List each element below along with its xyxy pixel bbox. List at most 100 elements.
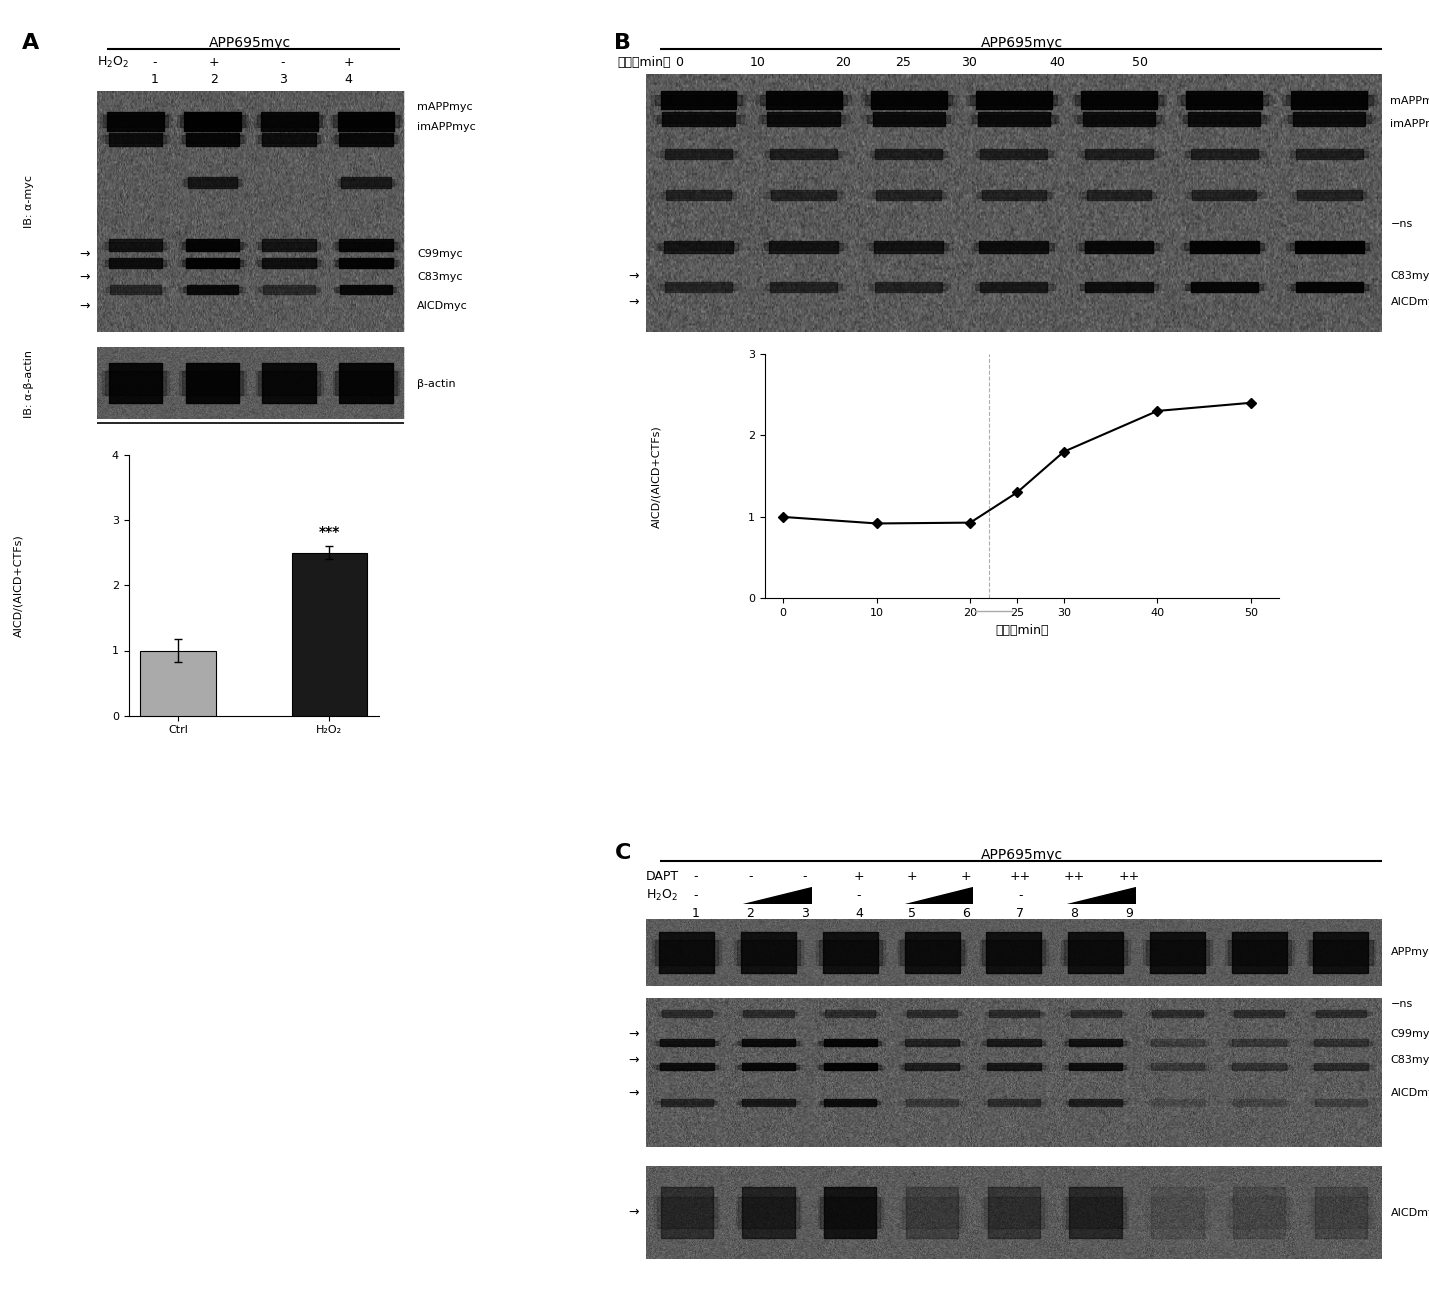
Bar (187, 177, 237, 189)
Text: 25: 25 (895, 56, 912, 69)
Bar (1290, 284, 1368, 290)
Bar (1226, 1197, 1292, 1228)
Bar (657, 1012, 716, 1016)
Bar (975, 243, 1053, 250)
Bar (1186, 284, 1263, 290)
Bar (762, 114, 845, 124)
Bar (1080, 284, 1157, 290)
Bar (1233, 1099, 1285, 1106)
Bar (823, 1039, 877, 1046)
Bar (1229, 1064, 1290, 1068)
Text: AICDmyc: AICDmyc (1390, 1088, 1429, 1098)
Bar (1147, 1101, 1208, 1105)
Bar (1232, 1063, 1286, 1069)
Bar (259, 260, 320, 267)
Bar (660, 1063, 713, 1069)
Bar (1147, 1197, 1208, 1228)
Bar (1225, 941, 1293, 964)
Bar (336, 260, 397, 267)
Bar (1186, 91, 1262, 109)
Bar (342, 177, 390, 189)
Bar (766, 193, 840, 198)
Bar (109, 133, 163, 146)
Bar (179, 260, 246, 267)
Bar (1235, 1011, 1285, 1016)
Bar (1146, 1012, 1209, 1016)
Text: C83myc: C83myc (1390, 271, 1429, 281)
Bar (1086, 281, 1153, 291)
Bar (763, 193, 845, 198)
Bar (867, 284, 950, 290)
Text: 4: 4 (855, 907, 863, 920)
Bar (104, 242, 166, 248)
Bar (822, 1012, 879, 1016)
Bar (1308, 1041, 1375, 1045)
Bar (263, 285, 314, 294)
Bar (181, 242, 243, 248)
Bar (1315, 1063, 1368, 1069)
Bar (899, 1101, 965, 1105)
Bar (654, 1101, 719, 1105)
Bar (897, 941, 966, 964)
Bar (1315, 1099, 1368, 1106)
Bar (336, 242, 397, 248)
Bar (656, 151, 740, 157)
Bar (183, 288, 242, 293)
Bar (863, 114, 955, 124)
Bar (770, 148, 837, 160)
Text: C83myc: C83myc (417, 272, 463, 282)
Bar (735, 941, 803, 964)
Bar (970, 243, 1057, 250)
Bar (1150, 1039, 1205, 1046)
Bar (966, 95, 1062, 105)
Text: →: → (627, 1054, 639, 1067)
Text: 40: 40 (1049, 56, 1066, 69)
Text: imAPPmyc: imAPPmyc (417, 122, 476, 133)
Text: 3: 3 (800, 907, 809, 920)
Bar (1082, 91, 1157, 109)
Bar (254, 116, 324, 127)
Bar (179, 371, 246, 396)
Bar (1285, 114, 1375, 124)
Bar (972, 284, 1056, 290)
Bar (333, 371, 400, 396)
Bar (1226, 1064, 1293, 1068)
Text: 1: 1 (692, 907, 700, 920)
Bar (1190, 241, 1259, 252)
Bar (263, 258, 316, 268)
Text: 50: 50 (1132, 56, 1149, 69)
Bar (1085, 241, 1153, 252)
Bar (256, 260, 323, 267)
Bar (980, 148, 1047, 160)
Bar (819, 1041, 882, 1045)
Bar (263, 133, 316, 146)
Text: 4: 4 (344, 73, 353, 86)
Bar (186, 363, 239, 403)
Bar (181, 135, 243, 143)
Bar (765, 151, 842, 157)
Bar (657, 1101, 717, 1105)
Bar (656, 1064, 717, 1068)
Bar (187, 285, 239, 294)
Bar (742, 1063, 796, 1069)
Bar (1310, 1197, 1370, 1228)
Bar (870, 91, 946, 109)
Bar (1288, 151, 1372, 157)
Bar (1180, 95, 1268, 105)
Bar (735, 1064, 802, 1068)
Bar (766, 91, 842, 109)
Bar (664, 281, 732, 291)
Bar (982, 941, 1046, 964)
Bar (902, 1101, 962, 1105)
Text: -: - (693, 870, 699, 883)
Text: ++: ++ (1010, 870, 1030, 883)
Bar (900, 1012, 963, 1016)
Bar (1063, 1101, 1129, 1105)
Bar (660, 1099, 713, 1106)
Bar (657, 1197, 717, 1228)
Bar (740, 1012, 797, 1016)
Bar (103, 288, 167, 293)
Bar (101, 371, 169, 396)
Text: 8: 8 (1070, 907, 1079, 920)
Bar (652, 95, 746, 105)
